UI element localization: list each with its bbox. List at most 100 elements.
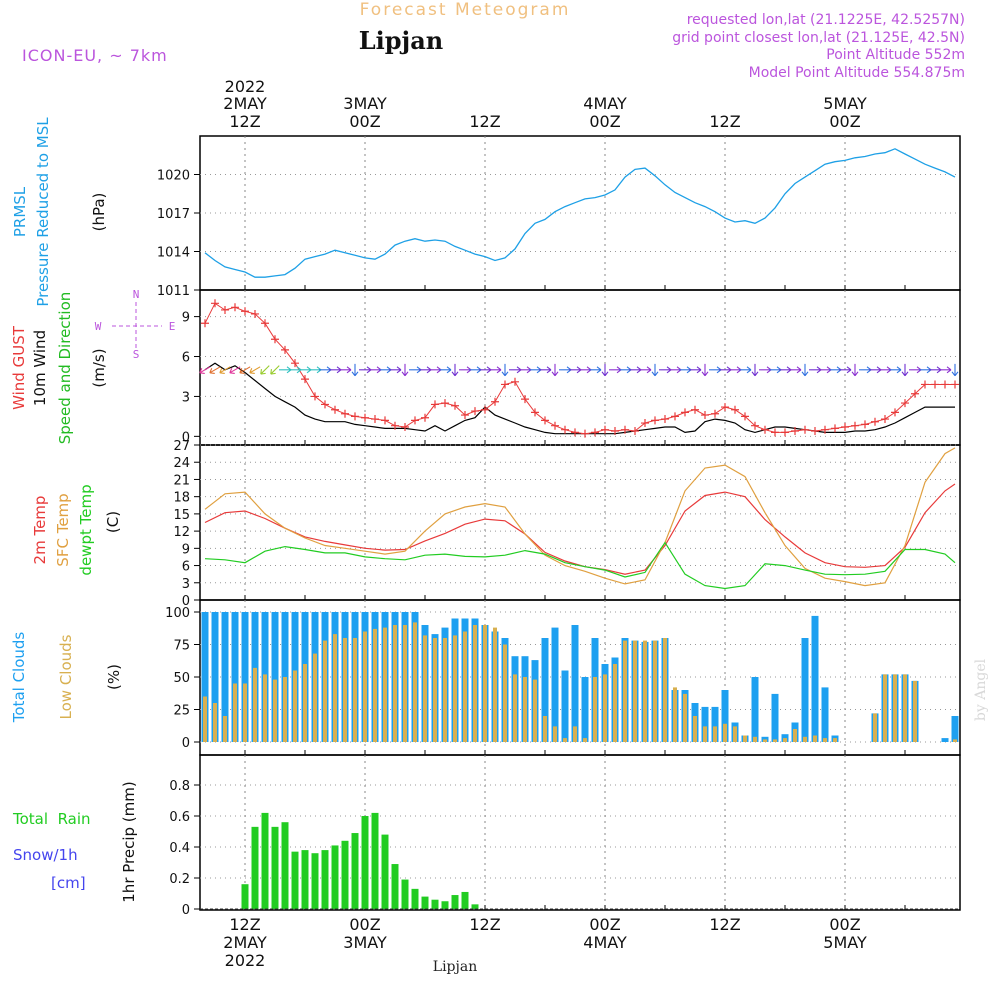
bottom-date-label: 4MAY — [583, 933, 627, 952]
clouds-ylabel: Total Clouds Low Clouds (%) — [10, 632, 123, 724]
gust-point — [611, 427, 619, 436]
low-cloud-bar — [223, 716, 227, 742]
top-date-label: 3MAY — [343, 94, 387, 113]
rain-bar — [241, 884, 249, 909]
low-cloud-bar — [763, 739, 767, 742]
gust-point — [851, 421, 859, 430]
rain-bar — [461, 891, 469, 909]
ytick-label: 15 — [173, 508, 190, 523]
low-cloud-bar — [233, 683, 237, 742]
gust-point — [441, 399, 449, 408]
gust-point — [891, 408, 899, 417]
low-cloud-bar — [693, 716, 697, 742]
ytick-label: 18 — [173, 491, 190, 506]
pct-unit: (%) — [105, 664, 123, 690]
wind-direction-arrow — [851, 363, 859, 377]
pressure-msl-label: Pressure Reduced to MSL — [34, 117, 52, 307]
low-cloud-bar — [733, 726, 737, 742]
gust-point — [391, 421, 399, 430]
gust-point — [591, 428, 599, 437]
low-cloud-bar — [953, 739, 957, 742]
gust-point — [501, 380, 509, 389]
ytick-label: 0 — [182, 903, 190, 918]
wind-direction-arrow — [689, 366, 702, 374]
ytick-label: 3 — [182, 390, 190, 405]
ytick-label: 0 — [182, 430, 190, 445]
precip-frame — [199, 754, 961, 911]
gust-point — [241, 307, 249, 316]
time-axis-labels: 20222MAY12Z12Z2MAY20223MAY00Z00Z3MAY12Z1… — [223, 77, 867, 970]
gust-point — [451, 401, 459, 410]
t2m-line — [204, 483, 956, 575]
total-cloud-bar — [241, 612, 249, 742]
low-cloud-bar — [593, 677, 597, 742]
ytick-label: 24 — [173, 456, 190, 471]
gust-point — [751, 421, 759, 430]
total-cloud-bar — [271, 612, 279, 742]
low-cloud-bar — [243, 683, 247, 742]
rain-bar — [381, 834, 389, 909]
low-cloud-bar — [383, 627, 387, 742]
ytick-label: 0 — [182, 594, 190, 609]
gust-point — [621, 425, 629, 434]
wind-direction-arrow — [601, 363, 609, 377]
gust-point — [421, 413, 429, 422]
wind-direction-arrow — [270, 365, 280, 375]
gust-point — [911, 389, 919, 398]
gust-point — [281, 345, 289, 354]
gust-point — [431, 400, 439, 409]
wind-direction-arrow — [651, 363, 659, 377]
bottom-time-label: 00Z — [829, 915, 860, 934]
ytick-label: 75 — [173, 639, 190, 654]
top-date-label: 4MAY — [583, 94, 627, 113]
gust-point — [871, 417, 879, 426]
wind-direction-arrow — [789, 366, 802, 374]
low-cloud-bar — [473, 625, 477, 742]
gust-point — [711, 409, 719, 418]
wind-direction-arrow — [701, 363, 709, 377]
rain-bar — [351, 833, 359, 909]
rain-bar — [301, 850, 309, 909]
model-label: ICON-EU, ~ 7km — [22, 46, 168, 65]
low-cloud-bar — [323, 640, 327, 742]
wind-direction-arrow — [199, 366, 211, 374]
compass-rose: N S W E — [95, 288, 176, 361]
gust-point — [521, 395, 529, 404]
low-cloud-bar — [453, 635, 457, 742]
gust-point — [931, 380, 939, 389]
rain-bar — [391, 864, 399, 909]
gust-point — [821, 425, 829, 434]
low-cloud-bar — [813, 735, 817, 742]
gust-point — [341, 409, 349, 418]
pressure-ylabel: PRMSL Pressure Reduced to MSL (hPa) — [11, 117, 108, 307]
low-cloud-bar — [503, 644, 507, 742]
gust-point — [381, 416, 389, 425]
total-rain-label: Total Rain — [12, 810, 91, 828]
gust-point — [771, 428, 779, 437]
low-cloud-bar — [213, 703, 217, 742]
wind-direction-arrow — [901, 363, 909, 377]
total-cloud-bar — [821, 687, 829, 742]
dewpt-label: dewpt Temp — [77, 484, 95, 575]
low-cloud-bar — [723, 723, 727, 742]
wind-direction-arrow — [249, 366, 261, 374]
gust-point — [701, 411, 709, 420]
gust-point — [351, 412, 359, 421]
low-cloud-bar — [753, 736, 757, 742]
low-cloud-bar — [613, 664, 617, 742]
low-cloud-bar — [913, 680, 917, 742]
low-cloud-bar — [663, 638, 667, 742]
gust-point — [561, 425, 569, 434]
total-cloud-bar — [811, 615, 819, 742]
gust-point — [301, 375, 309, 384]
gust-point — [681, 408, 689, 417]
gust-point — [581, 429, 589, 438]
low-cloud-bar — [573, 726, 577, 742]
ytick-label: 100 — [165, 606, 190, 621]
gust-point — [201, 319, 209, 328]
total-cloud-bar — [751, 677, 759, 742]
gust-point — [741, 412, 749, 421]
gust-point — [221, 305, 229, 314]
rain-bar — [451, 895, 459, 909]
wind-direction-arrow — [639, 366, 652, 374]
